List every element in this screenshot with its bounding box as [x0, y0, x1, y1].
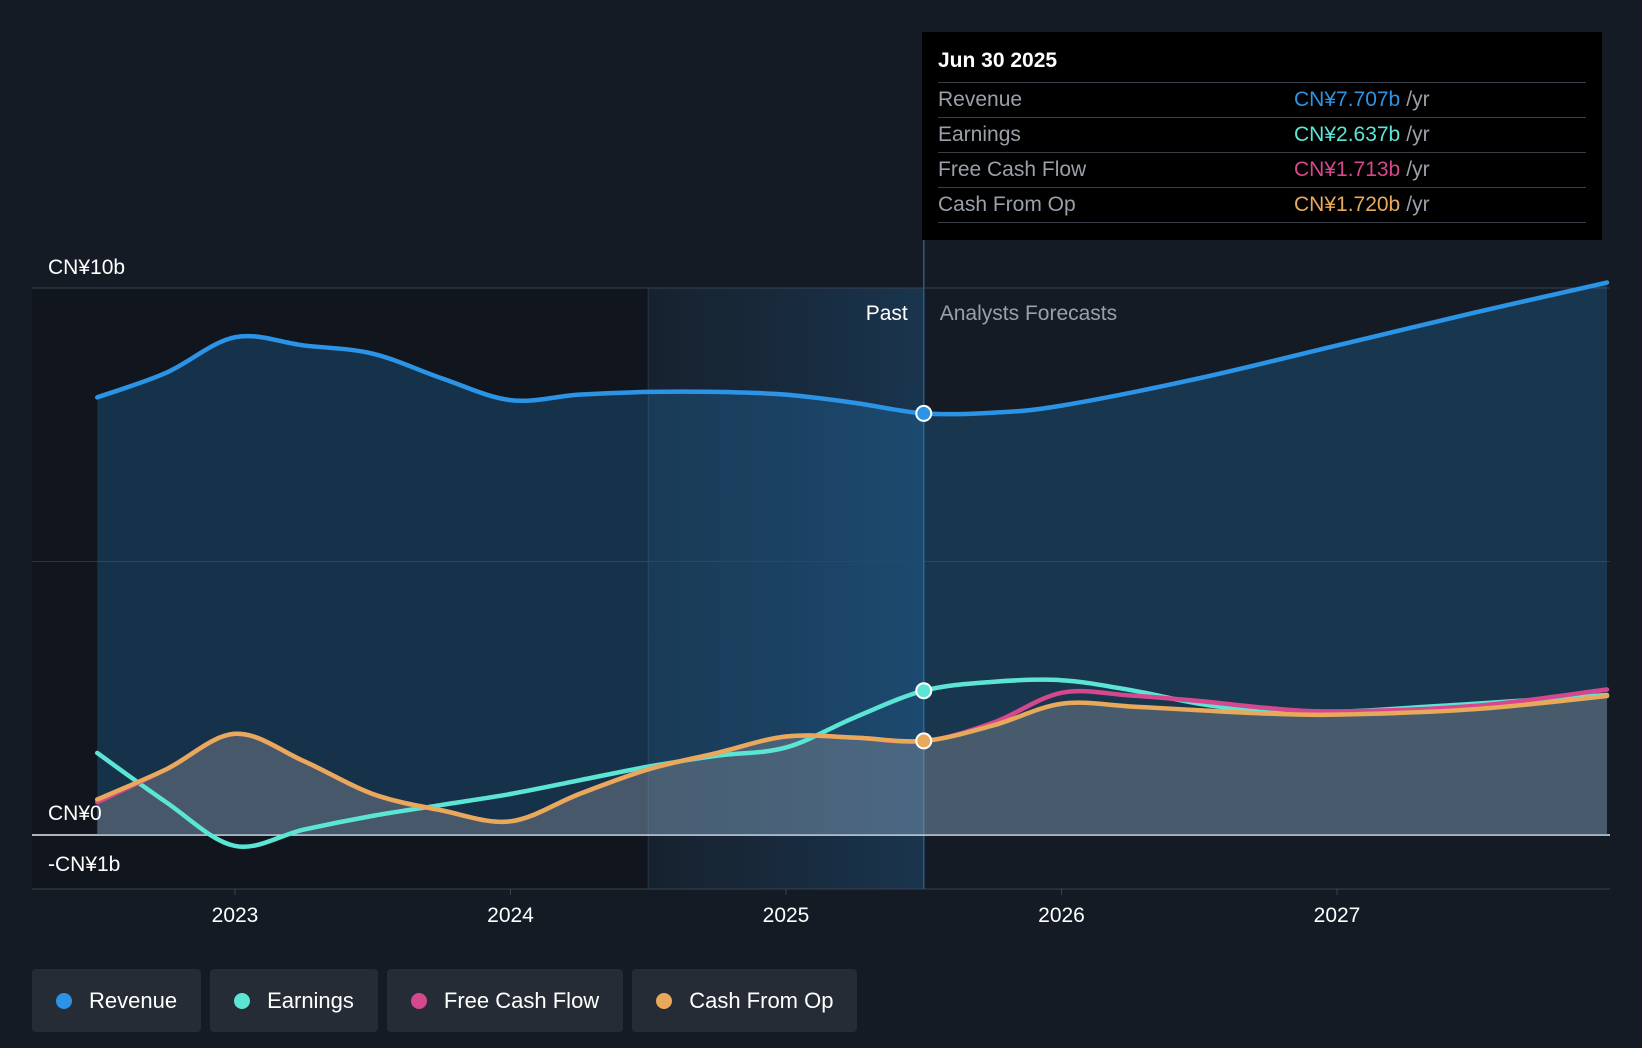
legend-dot-icon	[410, 992, 427, 1009]
legend-label: Free Cash Flow	[443, 987, 600, 1013]
tooltip-value: CN¥7.707b	[1294, 88, 1401, 111]
marker-cash-from-op	[915, 732, 933, 750]
tooltip-label: Cash From Op	[938, 193, 1076, 216]
legend: Revenue Earnings Free Cash Flow Cash Fro…	[32, 969, 858, 1032]
highlight-zone-bg	[648, 288, 924, 889]
x-tick-label: 2026	[1038, 904, 1085, 927]
x-tick-label: 2027	[1314, 904, 1361, 927]
legend-label: Revenue	[89, 987, 178, 1013]
y-tick-label: CN¥10b	[48, 256, 125, 279]
x-tick-label: 2024	[487, 904, 534, 927]
y-tick-label: CN¥0	[48, 802, 102, 825]
x-tick-label: 2025	[763, 904, 810, 927]
legend-dot-icon	[56, 992, 72, 1009]
series-line-cash-from-op	[95, 693, 1610, 825]
tooltip-panel: Jun 30 2025 Revenue CN¥7.707b /yr Earnin…	[922, 32, 1602, 240]
x-tick-label: 2023	[212, 904, 259, 927]
legend-item-free-cash-flow[interactable]: Free Cash Flow	[386, 969, 624, 1032]
tooltip-row-free-cash-flow: Free Cash Flow CN¥1.713b /yr	[938, 153, 1586, 188]
past-label: Past	[866, 302, 908, 325]
tooltip-unit: /yr	[1406, 193, 1430, 216]
legend-dot-icon	[656, 992, 673, 1009]
marker-revenue	[915, 404, 933, 422]
tooltip-row-cash-from-op: Cash From Op CN¥1.720b /yr	[938, 188, 1586, 223]
tooltip-label: Free Cash Flow	[938, 158, 1087, 181]
tooltip-value: CN¥2.637b	[1294, 123, 1401, 146]
legend-item-earnings[interactable]: Earnings	[210, 969, 378, 1032]
tooltip-row-revenue: Revenue CN¥7.707b /yr	[938, 83, 1586, 118]
tooltip-label: Revenue	[938, 88, 1023, 111]
tooltip-date: Jun 30 2025	[938, 46, 1586, 83]
tooltip-unit: /yr	[1406, 123, 1430, 146]
tooltip-value: CN¥1.713b	[1294, 158, 1401, 181]
tooltip-unit: /yr	[1406, 158, 1430, 181]
legend-label: Earnings	[267, 987, 354, 1013]
legend-label: Cash From Op	[689, 987, 834, 1013]
area-cash-from-op	[97, 696, 1607, 835]
y-tick-label: -CN¥1b	[48, 853, 120, 876]
area-revenue	[97, 282, 1607, 835]
legend-item-revenue[interactable]: Revenue	[32, 969, 202, 1032]
tooltip-row-earnings: Earnings CN¥2.637b /yr	[938, 118, 1586, 153]
forecast-label: Analysts Forecasts	[940, 302, 1117, 325]
tooltip-label: Earnings	[938, 123, 1021, 146]
legend-dot-icon	[234, 992, 251, 1009]
legend-item-cash-from-op[interactable]: Cash From Op	[632, 969, 858, 1032]
series-line-revenue	[95, 280, 1610, 417]
tooltip-unit: /yr	[1406, 88, 1430, 111]
marker-earnings	[915, 682, 933, 700]
tooltip-value: CN¥1.720b	[1294, 193, 1401, 216]
